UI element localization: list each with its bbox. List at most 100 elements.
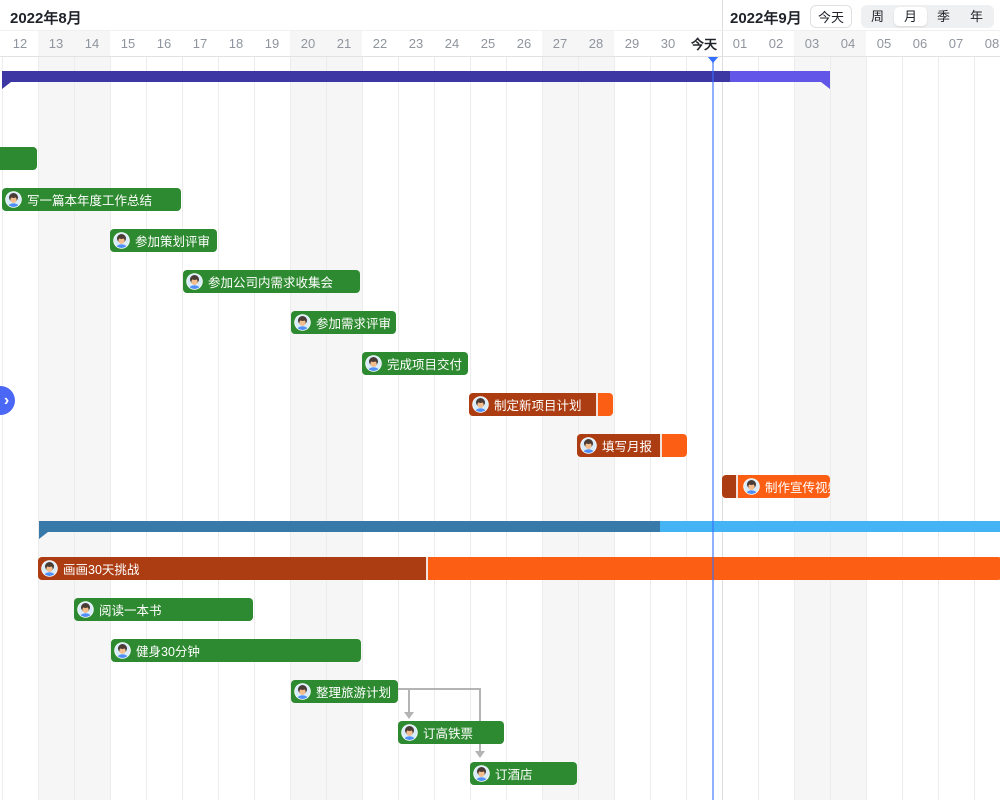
today-button[interactable]: 今天 (810, 5, 852, 28)
task-bar[interactable]: 参加需求评审 (291, 311, 396, 334)
task-bar[interactable]: 整理旅游计划 (291, 680, 398, 703)
grid-line (74, 57, 75, 800)
view-switcher: 周 月 季 年 (861, 5, 994, 28)
day-header: 07 (948, 36, 964, 51)
task-label: 阅读一本书 (99, 604, 162, 618)
task-overdue-segment (38, 557, 428, 580)
today-line (712, 57, 714, 800)
view-option-quarter[interactable]: 季 (936, 9, 950, 24)
grid-line (578, 57, 579, 800)
task-label: 健身30分钟 (136, 645, 200, 659)
task-overdue-segment (469, 393, 598, 416)
grid-line (902, 57, 903, 800)
day-header: 26 (516, 36, 532, 51)
weekend-column (794, 30, 830, 800)
task-overdue-segment (722, 475, 738, 498)
task-bar[interactable]: 制定新项目计划 (469, 393, 613, 416)
grid-line (470, 57, 471, 800)
day-header: 21 (336, 36, 352, 51)
day-header: 02 (768, 36, 784, 51)
grid-line (614, 57, 615, 800)
dependency-arrowhead (404, 712, 414, 719)
day-header: 18 (228, 36, 244, 51)
day-header: 03 (804, 36, 820, 51)
view-option-year[interactable]: 年 (969, 9, 983, 24)
day-header: 15 (120, 36, 136, 51)
task-label: 整理旅游计划 (316, 686, 392, 700)
weekend-column (830, 30, 866, 800)
task-label: 填写月报 (602, 440, 653, 454)
task-label: 制定新项目计划 (494, 399, 582, 413)
grid-line (254, 57, 255, 800)
grid-line (938, 57, 939, 800)
assignee-avatar-icon (186, 273, 203, 290)
grid-line (290, 57, 291, 800)
dependency-arrowhead (475, 751, 485, 758)
grid-line (182, 57, 183, 800)
assignee-avatar-icon (580, 437, 597, 454)
view-option-week[interactable]: 周 (870, 9, 884, 24)
view-option-month[interactable]: 月 (894, 7, 927, 26)
day-header: 01 (732, 36, 748, 51)
day-header: 08 (984, 36, 1000, 51)
grid-line (506, 57, 507, 800)
task-bar[interactable]: 参加公司内需求收集会 (183, 270, 360, 293)
expand-sidebar-handle[interactable]: › (0, 386, 15, 415)
task-label: 制作宣传视频 (765, 481, 830, 495)
weekend-column (326, 30, 362, 800)
assignee-avatar-icon (77, 601, 94, 618)
assignee-avatar-icon (113, 232, 130, 249)
day-header: 05 (876, 36, 892, 51)
summary-left-tail (2, 82, 11, 89)
task-bar[interactable]: 制作宣传视频 (722, 475, 830, 498)
day-header: 22 (372, 36, 388, 51)
task-bar[interactable]: 阅读一本书 (74, 598, 253, 621)
task-bar[interactable]: 健身30分钟 (111, 639, 361, 662)
task-bar[interactable]: 订高铁票 (398, 721, 504, 744)
grid-line (866, 57, 867, 800)
chevron-right-icon: › (3, 391, 10, 409)
task-label: 参加策划评审 (135, 235, 211, 249)
grid-line (758, 57, 759, 800)
month-boundary-line (722, 0, 723, 800)
task-bar[interactable]: 订酒店 (470, 762, 577, 785)
grid-line (398, 57, 399, 800)
task-bar[interactable]: 参加策划评审 (110, 229, 217, 252)
grid-line (110, 57, 111, 800)
summary-progress (39, 521, 660, 532)
grid-line (650, 57, 651, 800)
day-header: 30 (660, 36, 676, 51)
today-marker-icon (707, 56, 719, 63)
grid-line (542, 57, 543, 800)
day-header: 24 (444, 36, 460, 51)
grid-line (38, 57, 39, 800)
summary-bar-work[interactable] (2, 71, 830, 89)
task-bar[interactable]: 填写月报 (577, 434, 687, 457)
day-header: 20 (300, 36, 316, 51)
assignee-avatar-icon (401, 724, 418, 741)
task-label: 参加需求评审 (316, 317, 392, 331)
weekend-column (290, 30, 326, 800)
task-bar[interactable]: 画画30天挑战 (38, 557, 1000, 580)
task-label: 订酒店 (495, 768, 533, 782)
summary-bar-life[interactable] (39, 521, 1000, 539)
task-bar[interactable] (0, 147, 37, 170)
month-label-left: 2022年8月 (10, 10, 82, 27)
day-header: 27 (552, 36, 568, 51)
assignee-avatar-icon (294, 314, 311, 331)
summary-progress (2, 71, 730, 82)
grid-line (326, 57, 327, 800)
task-bar[interactable]: 写一篇本年度工作总结 (2, 188, 181, 211)
dependency-line (398, 688, 410, 712)
summary-right-tail (821, 82, 830, 89)
assignee-avatar-icon (472, 396, 489, 413)
assignee-avatar-icon (294, 683, 311, 700)
assignee-avatar-icon (5, 191, 22, 208)
day-header: 16 (156, 36, 172, 51)
grid-line (794, 57, 795, 800)
day-header: 06 (912, 36, 928, 51)
task-bar[interactable]: 完成项目交付 (362, 352, 468, 375)
task-overdue-segment (577, 434, 662, 457)
grid-line (2, 57, 3, 800)
